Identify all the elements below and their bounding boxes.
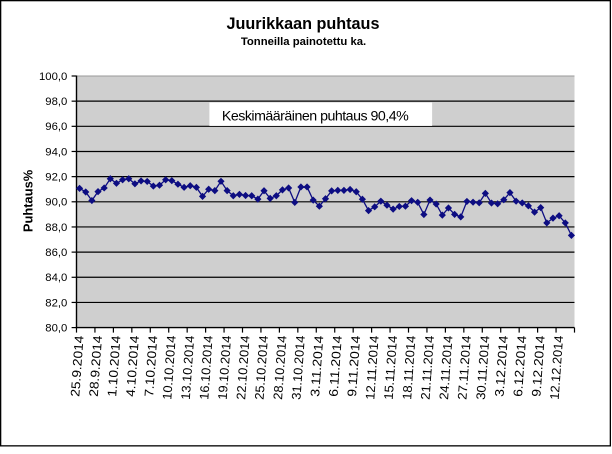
- svg-text:98,0: 98,0: [45, 96, 67, 108]
- svg-text:88,0: 88,0: [45, 222, 67, 234]
- svg-text:6.11.2014: 6.11.2014: [327, 335, 345, 397]
- svg-text:9.12.2014: 9.12.2014: [529, 335, 547, 397]
- svg-text:9.11.2014: 9.11.2014: [345, 335, 363, 397]
- svg-text:4.10.2014: 4.10.2014: [124, 335, 142, 397]
- svg-text:84,0: 84,0: [45, 272, 67, 284]
- svg-text:13.10.2014: 13.10.2014: [179, 335, 197, 400]
- svg-text:22.10.2014: 22.10.2014: [234, 335, 252, 400]
- svg-text:28.10.2014: 28.10.2014: [271, 335, 289, 400]
- svg-text:1.10.2014: 1.10.2014: [105, 335, 123, 397]
- svg-text:15.11.2014: 15.11.2014: [382, 335, 400, 400]
- svg-text:10.10.2014: 10.10.2014: [160, 335, 178, 400]
- svg-text:Tonneilla painotettu ka.: Tonneilla painotettu ka.: [241, 36, 366, 48]
- svg-text:86,0: 86,0: [45, 247, 67, 259]
- svg-text:21.11.2014: 21.11.2014: [419, 335, 437, 400]
- svg-text:30.11.2014: 30.11.2014: [474, 335, 492, 400]
- svg-text:100,0: 100,0: [39, 71, 67, 83]
- svg-text:Juurikkaan puhtaus: Juurikkaan puhtaus: [227, 15, 380, 33]
- svg-text:28.9.2014: 28.9.2014: [87, 335, 105, 397]
- svg-text:96,0: 96,0: [45, 121, 67, 133]
- svg-text:27.11.2014: 27.11.2014: [455, 335, 473, 400]
- svg-text:12.12.2014: 12.12.2014: [548, 335, 566, 400]
- svg-text:3.11.2014: 3.11.2014: [308, 335, 326, 397]
- svg-text:19.10.2014: 19.10.2014: [216, 335, 234, 400]
- svg-text:6.12.2014: 6.12.2014: [511, 335, 529, 397]
- svg-text:3.12.2014: 3.12.2014: [493, 335, 511, 397]
- svg-text:16.10.2014: 16.10.2014: [197, 335, 215, 400]
- svg-text:94,0: 94,0: [45, 146, 67, 158]
- svg-text:92,0: 92,0: [45, 172, 67, 184]
- svg-text:25.10.2014: 25.10.2014: [253, 335, 271, 400]
- svg-text:Keskimääräinen puhtaus 90,4%: Keskimääräinen puhtaus 90,4%: [222, 109, 409, 125]
- svg-text:7.10.2014: 7.10.2014: [142, 335, 160, 397]
- svg-text:Puhtaus%: Puhtaus%: [21, 169, 36, 232]
- svg-text:31.10.2014: 31.10.2014: [289, 335, 307, 400]
- svg-text:80,0: 80,0: [45, 323, 67, 335]
- svg-text:90,0: 90,0: [45, 197, 67, 209]
- svg-text:12.11.2014: 12.11.2014: [363, 335, 381, 400]
- svg-text:25.9.2014: 25.9.2014: [68, 335, 86, 397]
- svg-text:82,0: 82,0: [45, 297, 67, 309]
- svg-text:24.11.2014: 24.11.2014: [437, 335, 455, 400]
- svg-text:18.11.2014: 18.11.2014: [400, 335, 418, 400]
